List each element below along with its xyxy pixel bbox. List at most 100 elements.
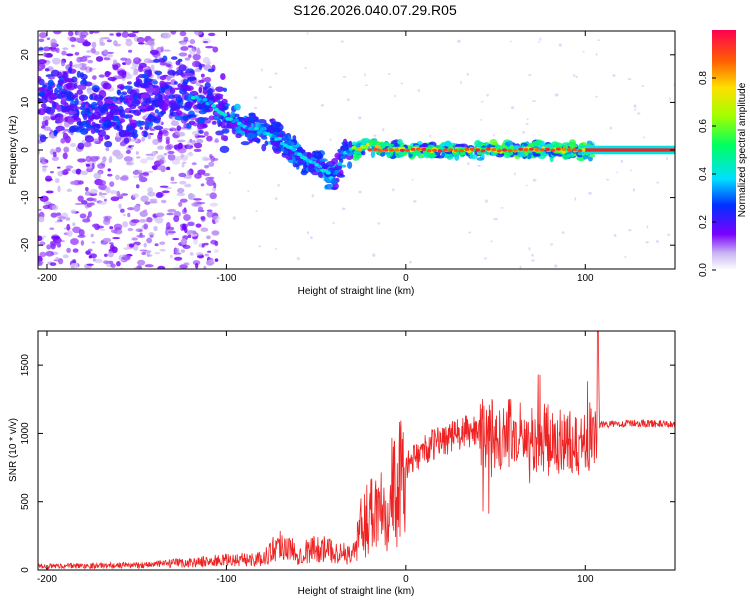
spectrogram-ridge-peak [507,149,513,153]
spectrogram-noise-blob [613,234,617,237]
spectrogram-noise-blob [159,241,166,245]
spectrogram-ridge-blob [476,157,485,161]
spectrogram-noise-blob [46,37,51,40]
spectrogram-ridge-blob [138,66,144,73]
spectrogram-ridge-core [277,136,283,141]
spectrogram-noise-blob [149,38,155,42]
spectrogram-ridge-blob [173,81,178,85]
spectrogram-noise-blob [109,226,114,230]
spectrogram-noise-blob [55,212,62,216]
spectrogram-noise-blob [109,242,114,245]
spectrogram-noise-blob [119,208,125,213]
spectrogram-noise-blob [69,36,77,42]
spectrogram-ridge-blob [71,76,78,83]
spectrogram-noise-blob [187,234,192,239]
spectrogram-noise-blob [95,155,101,160]
spectrogram-noise-blob [125,39,133,47]
spectrogram-noise-blob [309,236,313,240]
spectrogram-ridge-blob [220,73,226,80]
spectrogram-ridge-blob [421,143,429,148]
spectrogram-ridge-blob [81,120,90,128]
spectrogram-ridge-blob [137,105,147,110]
spectrogram-y-axis-label: Frequency (Hz) [8,116,19,185]
spectrogram-ridge-core [297,152,303,157]
spectrogram-noise-blob [169,128,173,132]
spectrogram-noise-blob [257,245,262,248]
spectrogram-noise-blob [125,38,132,41]
spectrogram-noise-blob [38,38,45,43]
spectrogram-noise-blob [66,188,73,193]
spectrogram-ridge-blob [140,93,150,99]
spectrogram-noise-blob [189,252,194,256]
spectrogram-ridge-blob [124,114,130,119]
spectrogram-ridge-peak [475,148,481,152]
spectrogram-noise-blob [155,192,164,199]
spectrogram-noise-blob [65,218,70,221]
spectrogram-noise-blob [72,259,77,264]
colorbar-gradient [712,30,736,270]
spectrogram-noise-blob [193,142,203,149]
spectrogram-noise-blob [103,198,107,202]
spectrogram-noise-blob [620,159,624,163]
spectrogram-noise-blob [70,263,79,269]
spectrogram-noise-blob [149,40,155,48]
spectrogram-ridge-blob [248,116,254,123]
spectrogram-noise-blob [510,106,515,110]
spectrogram-ridge-blob [344,143,349,149]
spectrogram-ridge-blob [153,125,164,131]
spectrogram-noise-blob [170,120,179,127]
spectrogram-ridge-blob [106,98,114,104]
spectrogram-noise-blob [83,141,92,148]
spectrogram-ridge-blob [149,49,159,55]
spectrogram-noise-blob [209,192,217,200]
spectrogram-ridge-blob [38,78,45,86]
spectrogram-ridge-blob [198,129,204,134]
spectrogram-ridge-blob [127,131,136,137]
spectrogram-ridge-peak [399,148,405,152]
spectrogram-noise-blob [77,195,84,202]
spectrogram-ridge-core [334,169,340,174]
spectrogram-ridge-blob [104,134,110,140]
spectrogram-ridge-blob [135,76,140,83]
spectrogram-noise-blob [213,182,217,189]
spectrogram-noise-blob [181,161,185,168]
spectrogram-noise-blob [157,145,164,150]
spectrogram-ridge-peak [378,149,384,153]
spectrogram-noise-blob [191,130,200,136]
spectrogram-ridge-blob [48,94,58,100]
spectrogram-ridge-core [208,100,214,105]
spectrogram-ridge-peak [415,147,421,151]
spectrogram-noise-blob [65,165,74,169]
spectrogram-noise-blob [193,198,202,201]
spectrogram-noise-blob [493,217,495,220]
spectrogram-ridge-blob [61,71,69,80]
spectrogram-ridge-blob [38,87,44,92]
spectrogram-ridge-blob [219,145,230,154]
spectrogram-noise-blob [99,37,104,44]
spectrogram-noise-blob [133,68,139,75]
spectrogram-noise-blob [296,256,300,261]
spectrogram-noise-blob [51,204,59,211]
spectrogram-ridge-blob [444,140,452,147]
spectrogram-noise-blob [84,186,89,192]
spectrogram-noise-blob [42,46,51,52]
spectrogram-ridge-blob [223,87,228,93]
spectrogram-ridge-blob [208,115,215,121]
spectrogram-noise-blob [38,235,43,242]
spectrogram-ridge-blob [84,135,95,143]
spectrogram-noise-blob [105,147,110,152]
spectrogram-noise-blob [56,242,62,248]
spectrogram-ridge-blob [397,138,403,145]
spectrogram-ridge-blob [146,121,154,127]
spectrogram-noise-blob [200,183,205,187]
spectrogram-ridge-blob [141,73,150,79]
spectrogram-noise-blob [143,223,148,230]
spectrogram-ridge-blob [53,129,58,137]
spectrogram-noise-blob [180,238,188,246]
spectrogram-ridge-blob [586,140,593,146]
spectrogram-ridge-core [311,160,317,165]
spectrogram-ridge-blob [226,111,230,119]
spectrogram-ridge-peak [539,148,545,152]
spectrogram-ridge-blob [267,124,276,133]
spectrogram-noise-blob [90,47,96,54]
